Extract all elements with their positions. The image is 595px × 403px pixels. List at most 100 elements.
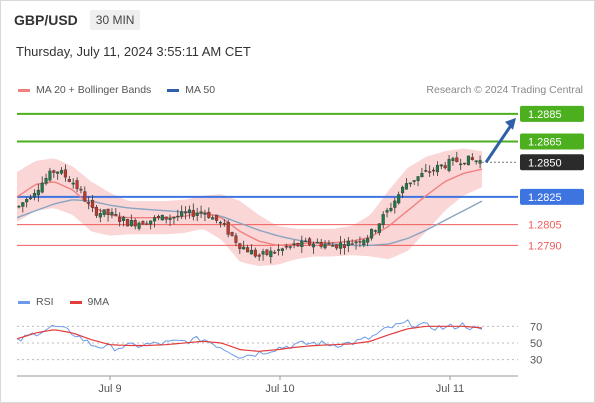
candle-body (273, 252, 277, 254)
candle-body (416, 176, 420, 181)
candle-body (133, 220, 137, 227)
candle-body (335, 244, 339, 249)
price-legend: MA 20 + Bollinger Bands MA 50 (18, 84, 231, 96)
x-tick-label: Jul 9 (98, 383, 121, 395)
candle-body (52, 170, 56, 173)
candle-body (203, 212, 207, 215)
candle-body (87, 202, 91, 204)
x-tick-label: Jul 11 (436, 383, 465, 395)
rsi-swatch (18, 300, 30, 304)
candle-body (25, 199, 29, 203)
candle-body (408, 182, 412, 185)
candle-body (370, 228, 374, 239)
candle-body (32, 192, 36, 198)
legend-rsi: RSI (18, 296, 54, 308)
candle-body (257, 254, 261, 257)
candle-body (222, 223, 226, 225)
candle-body (435, 165, 439, 173)
candle-body (29, 197, 33, 200)
candle-body (168, 217, 172, 220)
candle-body (373, 230, 377, 232)
rsi-line (16, 319, 483, 359)
candle-body (466, 155, 470, 166)
candle-body (389, 207, 393, 211)
candle-body (385, 210, 389, 213)
candle-body (300, 240, 304, 247)
candle-body (137, 222, 141, 229)
candle-body (304, 240, 308, 243)
candle-body (424, 170, 428, 172)
candle-body (153, 217, 157, 222)
candle-body (331, 245, 335, 247)
candle-body (102, 209, 106, 215)
candle-body (48, 170, 52, 181)
credit-text: Research © 2024 Trading Central (426, 84, 583, 96)
timeframe-badge[interactable]: 30 MIN (89, 10, 141, 30)
candle-body (71, 182, 75, 185)
rsi-tick-70: 70 (530, 321, 542, 333)
level-1-2825-badge (520, 188, 584, 205)
candle-body (207, 211, 211, 218)
candle-body (141, 221, 145, 225)
candle-body (428, 171, 432, 173)
level-1-2790-label: 1.2790 (528, 240, 562, 252)
candle-body (358, 241, 362, 243)
candle-body (36, 189, 40, 196)
candle-body (459, 163, 463, 166)
candle-body (319, 242, 323, 247)
candle-body (91, 199, 95, 208)
rsi-ma-swatch (69, 300, 82, 304)
candle-body (60, 170, 64, 174)
candle-body (269, 250, 273, 257)
candle-body (366, 238, 370, 243)
candle-body (381, 214, 385, 225)
candle-body (238, 243, 242, 249)
candle-body (284, 245, 288, 248)
candle-body (362, 239, 366, 246)
candle-body (315, 241, 319, 244)
candle-body (160, 214, 164, 221)
rsi-tick-50: 50 (530, 338, 542, 350)
candle-body (311, 243, 315, 248)
candle-body (226, 221, 230, 235)
legend-9ma: 9MA (69, 296, 109, 308)
candle-body (118, 217, 122, 222)
candle-body (397, 194, 401, 204)
candle-body (230, 232, 234, 236)
candle-body (242, 246, 246, 250)
x-tick-label: Jul 10 (265, 383, 294, 395)
legend-ma50-label: MA 50 (185, 84, 216, 96)
legend-ma20-label: MA 20 + Bollinger Bands (36, 84, 152, 96)
candle-body (94, 207, 98, 216)
candle-body (63, 169, 67, 178)
candle-body (191, 209, 195, 217)
forecast-arrow-shaft (484, 123, 514, 164)
candle-body (346, 240, 350, 246)
candle-body (215, 214, 219, 221)
candle-body (40, 182, 44, 193)
candle-body (199, 211, 203, 214)
level-1-2885-label: 1.2885 (528, 109, 562, 121)
level-1-2850-label: 1.2850 (528, 157, 562, 169)
candle-body (296, 243, 300, 247)
candle-body (122, 217, 126, 221)
ma20-line (16, 168, 483, 247)
candle-body (401, 186, 405, 194)
candle-body (184, 211, 188, 214)
candle-body (474, 160, 478, 163)
candle-body (265, 249, 269, 255)
candle-body (478, 160, 482, 164)
candle-body (455, 157, 459, 163)
candle-body (447, 159, 451, 171)
candle-body (439, 164, 443, 167)
candle-body (211, 217, 215, 220)
candle-body (404, 183, 408, 190)
candle-body (110, 211, 114, 216)
candle-body (114, 214, 118, 216)
candle-body (350, 243, 354, 245)
candle-body (354, 241, 358, 244)
candle-body (420, 172, 424, 178)
candle-body (195, 212, 199, 216)
legend-ma20: MA 20 + Bollinger Bands (18, 84, 151, 96)
